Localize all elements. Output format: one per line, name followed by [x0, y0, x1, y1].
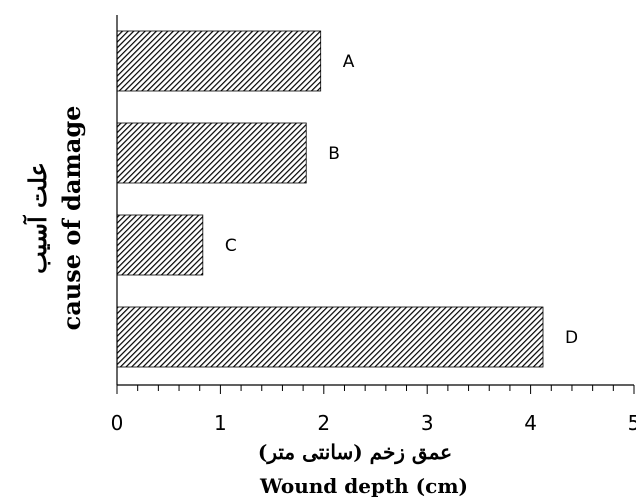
- x-tick-label: 0: [111, 411, 124, 435]
- y-axis-title-persian: علت آسیب: [22, 162, 52, 274]
- bar-a: [116, 30, 322, 92]
- bar-label-b: B: [328, 144, 340, 164]
- bar-labels-group: A B C D: [225, 52, 578, 348]
- x-tick-labels-group: 0 1 2 3 4 5: [111, 411, 636, 435]
- y-axis-title: cause of damage: [57, 106, 86, 331]
- bar-label-a: A: [343, 52, 355, 72]
- bar-c: [116, 214, 204, 276]
- x-tick-label: 2: [317, 411, 330, 435]
- x-ticks-group: [116, 385, 635, 394]
- bar-b: [116, 122, 307, 184]
- x-axis-title-persian: عمق زخم (سانتی متر): [258, 440, 452, 465]
- x-tick-label: 3: [421, 411, 434, 435]
- bar-label-c: C: [225, 236, 237, 256]
- x-tick-label: 1: [214, 411, 227, 435]
- bars-group: [116, 30, 544, 368]
- bar-d: [116, 306, 544, 368]
- x-tick-label: 4: [524, 411, 537, 435]
- bar-label-d: D: [565, 328, 578, 348]
- x-tick-label: 5: [628, 411, 636, 435]
- x-axis-title: Wound depth (cm): [259, 474, 468, 498]
